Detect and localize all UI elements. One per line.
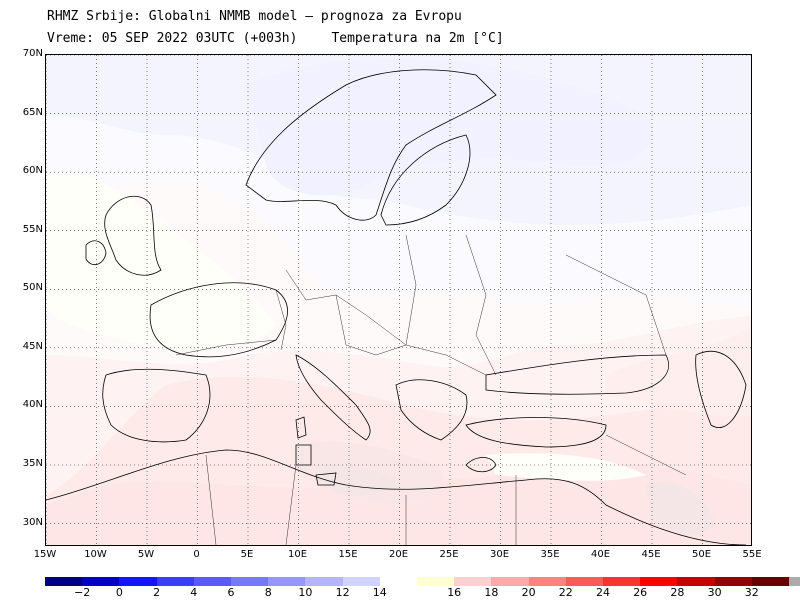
- latitude-label: 50N: [22, 282, 43, 294]
- latitude-label: 30N: [22, 516, 43, 528]
- colorbar-swatch: [342, 577, 381, 586]
- borders: [175, 234, 687, 545]
- latitude-label: 65N: [22, 106, 43, 118]
- longitude-label: 10W: [84, 549, 107, 560]
- colorbar-label: 14: [372, 586, 387, 599]
- colorbar-swatch: [82, 577, 120, 586]
- colorbar-label: 20: [521, 586, 536, 599]
- colorbar-swatch: [268, 577, 306, 586]
- longitude-label: 15W: [33, 549, 57, 560]
- longitude-label: 0: [193, 549, 200, 560]
- colorbar-swatch: [305, 577, 344, 586]
- temperature-colorbar: [45, 577, 800, 586]
- colorbar-swatch: [603, 577, 641, 586]
- colorbar-label: 30: [707, 586, 722, 599]
- longitude-label: 5E: [240, 549, 254, 560]
- colorbar-label: 12: [335, 586, 350, 599]
- latitude-label: 35N: [22, 458, 43, 469]
- coastlines: [46, 69, 747, 545]
- colorbar-label: −2: [74, 586, 91, 599]
- colorbar-swatch: [565, 577, 604, 586]
- colorbar-swatch: [193, 577, 232, 586]
- colorbar-label: 32: [744, 586, 759, 599]
- colorbar-label: 16: [447, 586, 462, 599]
- latitude-label: 55N: [22, 223, 43, 235]
- colorbar-swatch: [231, 577, 269, 586]
- colorbar-label: 18: [484, 586, 499, 599]
- parameter-label: Temperatura na 2m [°C]: [331, 31, 504, 46]
- longitude-label: 50E: [691, 549, 712, 560]
- longitude-label: 40E: [590, 549, 611, 560]
- colorbar-label: 28: [670, 586, 685, 599]
- longitude-label: 20E: [388, 549, 409, 560]
- colorbar-swatch: [45, 577, 83, 586]
- latitude-label: 45N: [22, 340, 43, 352]
- colorbar-label: 6: [227, 586, 235, 599]
- colorbar-label: 24: [596, 586, 610, 599]
- longitude-label: 45E: [641, 549, 661, 560]
- longitude-label: 15E: [338, 549, 358, 560]
- colorbar-label: 8: [264, 586, 272, 599]
- map-subtitle: Vreme: 05 SEP 2022 03UTC (+003h) Temperat…: [47, 31, 504, 47]
- colorbar-swatch: [640, 577, 678, 586]
- colorbar-swatch: [751, 577, 790, 586]
- colorbar-swatch: [379, 577, 418, 586]
- temperature-map[interactable]: [46, 55, 752, 546]
- colorbar-label: 0: [115, 586, 123, 599]
- longitude-label: 35E: [540, 549, 560, 560]
- colorbar-label: 4: [190, 586, 198, 599]
- colorbar-swatch: [789, 577, 800, 586]
- colorbar-swatch: [528, 577, 567, 586]
- temperature-field: [46, 55, 751, 545]
- latitude-label: 70N: [22, 48, 43, 59]
- colorbar-swatch: [677, 577, 716, 586]
- colorbar-label: 26: [633, 586, 648, 599]
- colorbar-swatch: [491, 577, 530, 586]
- colorbar-label: 22: [558, 586, 573, 599]
- longitude-label: 30E: [489, 549, 510, 560]
- longitude-label: 5W: [137, 549, 155, 560]
- colorbar-swatch: [119, 577, 158, 586]
- forecast-time: Vreme: 05 SEP 2022 03UTC (+003h): [47, 31, 298, 46]
- longitude-label: 55E: [742, 549, 762, 560]
- longitude-label: 25E: [439, 549, 459, 560]
- colorbar-swatch: [714, 577, 753, 586]
- colorbar-swatch: [417, 577, 455, 586]
- map-frame[interactable]: [45, 54, 752, 546]
- latitude-label: 60N: [22, 165, 43, 177]
- colorbar-label: 10: [298, 586, 313, 599]
- colorbar-swatch: [454, 577, 492, 586]
- colorbar-label: 2: [153, 586, 161, 599]
- latitude-label: 40N: [22, 399, 43, 411]
- colorbar-swatch: [156, 577, 195, 586]
- longitude-label: 10E: [287, 549, 308, 560]
- map-title: RHMZ Srbije: Globalni NMMB model — progn…: [47, 9, 462, 24]
